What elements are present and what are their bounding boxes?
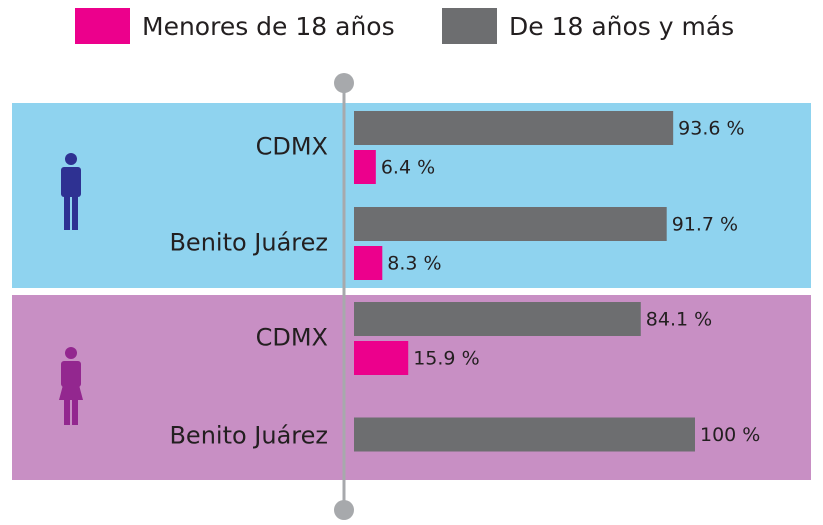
bar: [354, 150, 376, 184]
value-label: 93.6 %: [678, 118, 744, 140]
axis-end: [334, 73, 354, 93]
category-label: CDMX: [256, 324, 328, 352]
axis-end: [334, 500, 354, 520]
category-label: CDMX: [256, 133, 328, 161]
value-label: 91.7 %: [672, 214, 738, 236]
legend-swatch: [75, 8, 130, 44]
bar: [354, 207, 667, 241]
bar: [354, 341, 409, 375]
legend-label: Menores de 18 años: [142, 12, 395, 41]
legend-swatch: [442, 8, 497, 44]
value-label: 84.1 %: [646, 309, 712, 331]
bar: [354, 302, 641, 336]
female-icon: [59, 347, 83, 425]
category-label: Benito Juárez: [169, 422, 328, 450]
value-label: 15.9 %: [413, 348, 479, 370]
male-icon: [61, 153, 81, 230]
value-label: 100 %: [700, 424, 760, 446]
value-label: 6.4 %: [381, 157, 435, 179]
category-label: Benito Juárez: [169, 229, 328, 257]
bar: [354, 111, 674, 145]
value-label: 8.3 %: [387, 253, 441, 275]
bar: [354, 417, 695, 452]
bar: [354, 246, 383, 280]
legend-label: De 18 años y más: [509, 12, 734, 41]
